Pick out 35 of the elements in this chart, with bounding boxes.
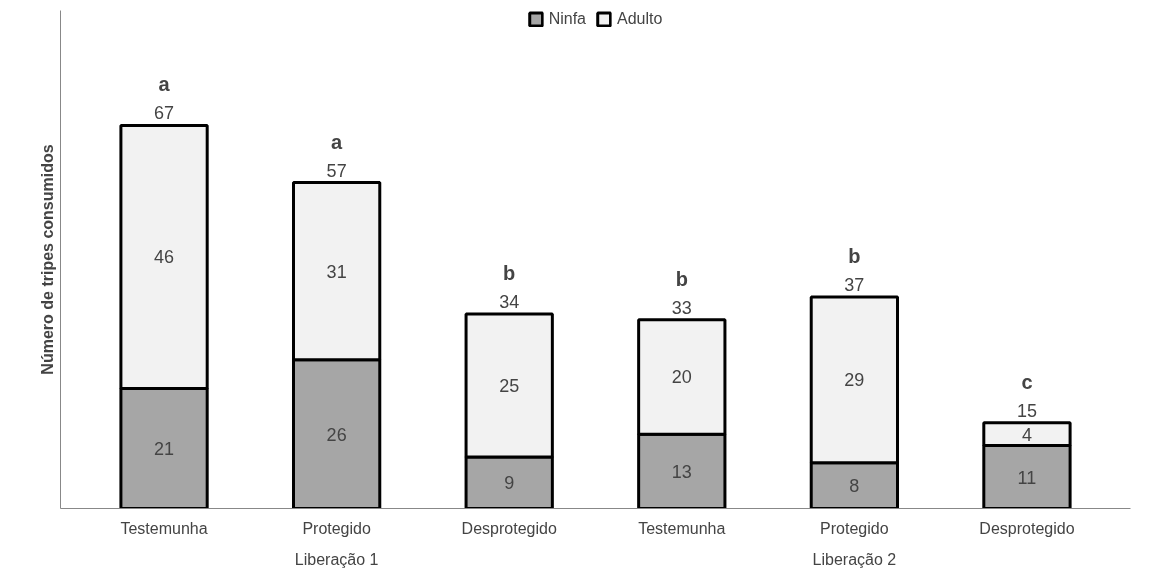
text: a <box>158 73 171 96</box>
legend-label: Adulto <box>616 10 663 28</box>
text: Liberação 1 <box>294 550 379 568</box>
text: Liberação 2 <box>812 550 897 568</box>
total-label: 37 <box>844 274 865 295</box>
data-label: 11 <box>1017 467 1037 488</box>
total-label: 34 <box>499 292 520 313</box>
annotation: a <box>331 130 344 153</box>
total-label: 67 <box>154 103 175 124</box>
data-label: 29 <box>844 370 865 391</box>
x-tick-label: Desprotegido <box>979 519 1075 537</box>
x-tick-label: Protegido <box>302 519 371 537</box>
annotation: b <box>503 262 516 285</box>
annotation: b <box>675 267 688 290</box>
x-tick-label: Testemunha <box>638 519 726 537</box>
data-label: 31 <box>326 261 347 282</box>
data-label: 9 <box>504 473 515 494</box>
total-label: 15 <box>1016 400 1037 421</box>
total-label: 57 <box>326 160 347 181</box>
total-label: 33 <box>671 297 692 318</box>
x-tick-label: Protegido <box>820 519 889 537</box>
annotation: b <box>848 244 861 267</box>
data-label: 4 <box>1021 424 1032 445</box>
data-label: 13 <box>671 461 692 482</box>
data-label: 20 <box>671 367 692 388</box>
annotation: c <box>1021 370 1033 393</box>
x-tick-label: Testemunha <box>120 519 208 537</box>
data-label: 21 <box>154 438 175 459</box>
data-label: 8 <box>849 476 860 497</box>
data-label: 26 <box>326 424 347 445</box>
data-label: 46 <box>154 247 175 268</box>
x-tick-label: Desprotegido <box>461 519 557 537</box>
legend-label: Ninfa <box>548 10 586 28</box>
data-label: 25 <box>499 376 520 397</box>
y-axis-title: Número de tripes consumidos <box>38 144 56 375</box>
